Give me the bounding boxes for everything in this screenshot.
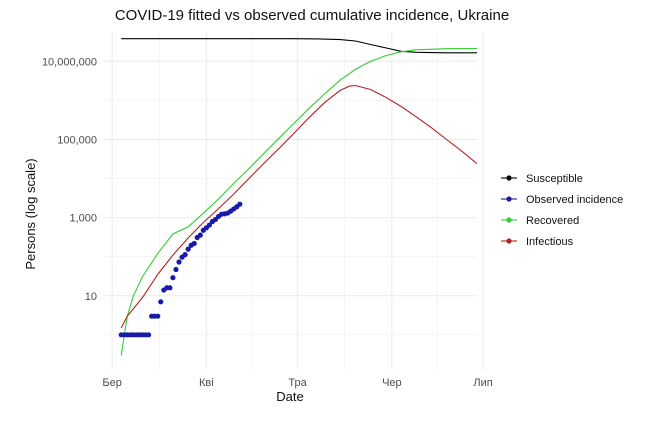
y-axis-ticks: 10 1,000 100,000 10,000,000 xyxy=(42,56,97,302)
legend-item-infectious: Infectious xyxy=(501,236,574,248)
observed-point xyxy=(185,246,191,252)
observed-point xyxy=(206,222,213,228)
legend-key-dot xyxy=(506,196,512,202)
y-tick-label: 10 xyxy=(85,291,97,303)
legend-item-observed-incidence: Observed incidence xyxy=(501,194,623,206)
chart-title: COVID-19 fitted vs observed cumulative i… xyxy=(115,7,509,24)
x-axis-ticks: Бер Кві Тра Чер Лип xyxy=(102,377,492,389)
legend-key-dot xyxy=(506,238,512,244)
observed-point xyxy=(197,232,203,238)
legend-key-dot xyxy=(506,217,512,223)
legend-label: Infectious xyxy=(526,236,574,248)
x-tick-label: Лип xyxy=(473,377,492,389)
y-tick-label: 1,000 xyxy=(69,213,97,225)
legend: Susceptible Observed incidence Recovered In… xyxy=(501,173,623,248)
y-tick-label: 100,000 xyxy=(57,134,97,146)
observed-point xyxy=(170,275,176,281)
grid xyxy=(103,32,484,370)
series-line-susceptible xyxy=(121,38,477,54)
x-tick-label: Бер xyxy=(102,377,121,389)
legend-key-dot xyxy=(506,175,512,181)
observed-point xyxy=(167,285,173,291)
observed-point xyxy=(182,252,188,258)
x-axis-title: Date xyxy=(276,389,303,404)
observed-point xyxy=(173,266,179,273)
x-tick-label: Тра xyxy=(288,377,307,389)
legend-label: Susceptible xyxy=(526,173,583,185)
observed-point xyxy=(158,299,164,305)
y-axis-title: Persons (log scale) xyxy=(23,158,38,269)
y-tick-label: 10,000,000 xyxy=(42,56,97,68)
legend-item-susceptible: Susceptible xyxy=(501,173,583,185)
series-layer xyxy=(118,38,477,356)
series-line-infectious xyxy=(120,84,477,329)
x-tick-label: Кві xyxy=(199,377,214,389)
legend-label: Observed incidence xyxy=(526,194,623,206)
legend-item-recovered: Recovered xyxy=(501,215,579,227)
legend-label: Recovered xyxy=(526,215,579,227)
x-tick-label: Чер xyxy=(382,377,402,389)
observed-point xyxy=(146,332,152,338)
observed-point xyxy=(191,240,197,247)
observed-point xyxy=(155,313,161,319)
series-line-recovered xyxy=(120,47,477,356)
observed-point xyxy=(176,259,182,265)
observed-point xyxy=(237,201,243,207)
